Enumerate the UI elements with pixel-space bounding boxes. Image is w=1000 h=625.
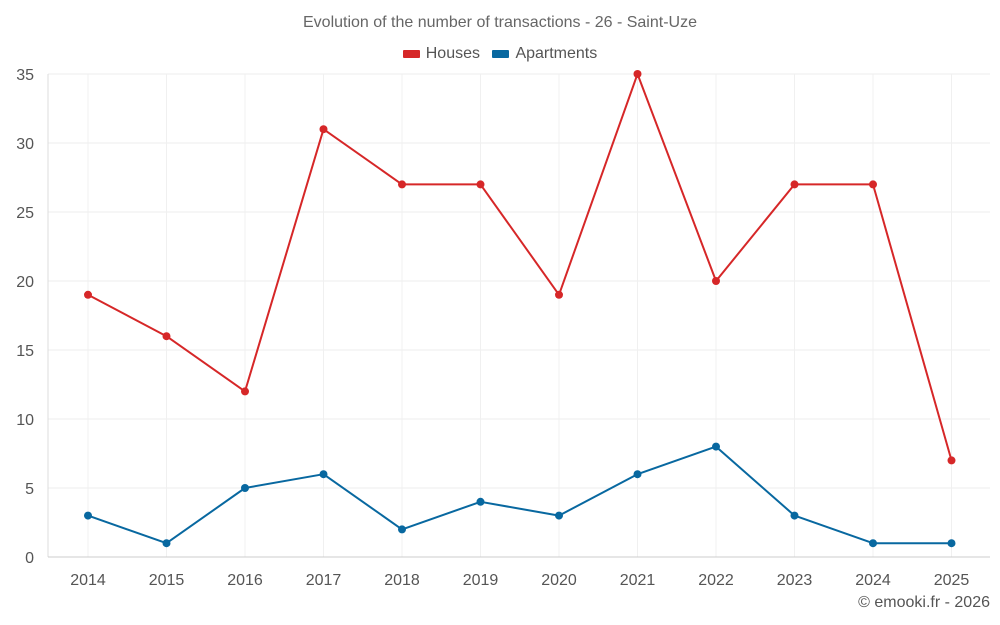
data-point-houses	[162, 332, 171, 341]
y-tick-label: 15	[16, 343, 34, 360]
data-point-houses	[476, 180, 485, 189]
series-line-houses	[87, 73, 953, 461]
legend-item-apartments[interactable]: Apartments	[492, 45, 597, 63]
x-tick-label: 2015	[149, 572, 185, 589]
data-point-apartments	[869, 539, 877, 548]
y-tick-label: 10	[16, 412, 34, 429]
footer-credit: © emooki.fr - 2026	[858, 594, 990, 611]
x-tick-label: 2025	[934, 572, 970, 589]
legend-swatch-apartments	[492, 50, 510, 58]
y-tick-label: 25	[16, 205, 34, 222]
data-point-houses	[790, 180, 799, 189]
data-point-houses	[555, 290, 563, 299]
data-point-houses	[712, 277, 720, 285]
legend: Houses Apartments	[0, 45, 1000, 63]
x-tick-label: 2023	[777, 572, 813, 589]
y-tick-label: 30	[16, 136, 34, 153]
data-point-apartments	[84, 511, 92, 520]
x-tick-label: 2024	[855, 572, 891, 589]
legend-item-houses[interactable]: Houses	[402, 45, 480, 63]
data-point-houses	[319, 125, 328, 134]
data-point-apartments	[162, 539, 171, 548]
data-point-houses	[633, 70, 642, 78]
x-tick-label: 2022	[698, 572, 734, 589]
chart-title: Evolution of the number of transactions …	[303, 14, 697, 31]
data-point-apartments	[947, 539, 956, 548]
data-point-houses	[241, 387, 249, 396]
data-point-houses	[869, 180, 877, 189]
x-tick-label: 2014	[70, 572, 106, 589]
x-tick-label: 2017	[306, 572, 342, 589]
data-point-apartments	[712, 442, 720, 451]
data-point-apartments	[790, 511, 799, 520]
legend-label-houses: Houses	[425, 45, 480, 62]
y-tick-label: 0	[25, 550, 34, 567]
data-point-apartments	[476, 497, 485, 506]
x-tick-label: 2020	[541, 572, 577, 589]
x-tick-label: 2019	[463, 572, 499, 589]
data-point-apartments	[241, 484, 249, 492]
legend-swatch-houses	[402, 50, 420, 58]
y-tick-label: 20	[16, 274, 34, 291]
data-point-apartments	[319, 470, 328, 479]
legend-label-apartments: Apartments	[515, 45, 598, 62]
y-tick-label: 35	[16, 67, 34, 84]
x-tick-label: 2016	[227, 572, 263, 589]
data-point-houses	[398, 180, 406, 189]
data-point-houses	[947, 456, 956, 465]
x-tick-label: 2018	[384, 572, 420, 589]
series-line-apartments	[87, 445, 952, 545]
x-tick-label: 2021	[620, 572, 656, 589]
data-point-apartments	[633, 470, 642, 479]
data-point-houses	[84, 290, 92, 299]
data-point-apartments	[555, 511, 563, 520]
y-tick-label: 5	[25, 481, 34, 498]
data-point-apartments	[398, 525, 406, 534]
